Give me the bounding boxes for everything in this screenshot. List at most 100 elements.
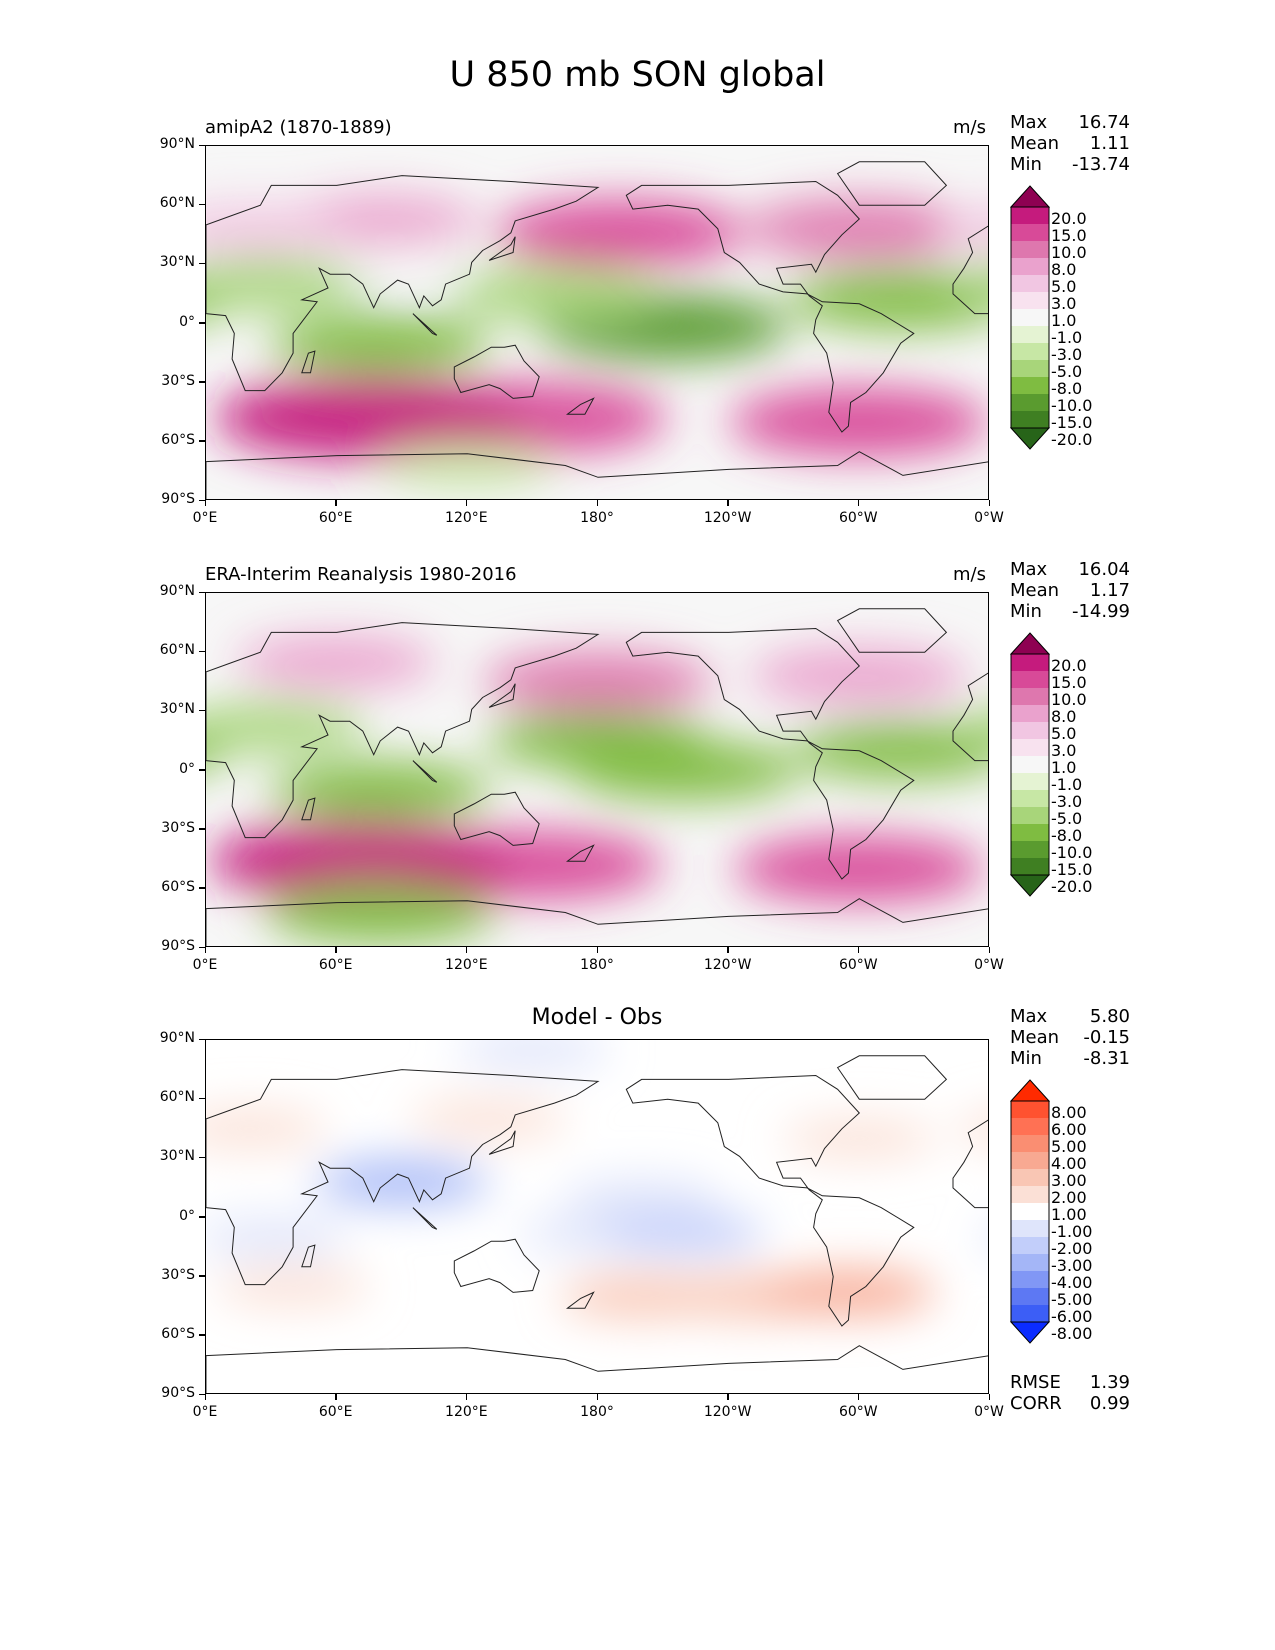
field-feature-9: [605, 1212, 766, 1255]
colorbar-segment: [1011, 377, 1049, 394]
coastline-5: [206, 898, 988, 946]
colorbar-tick-label: 1.0: [1051, 758, 1077, 777]
field-feature-2: [734, 835, 985, 903]
colorbar-segment: [1011, 841, 1049, 858]
stat-value-min: -13.74: [1071, 154, 1130, 175]
stat-label-rmse: RMSE: [1010, 1372, 1061, 1393]
y-tick-label: 90°S: [161, 1385, 195, 1401]
y-tick-mark: [199, 144, 205, 146]
colorbar-segment: [1011, 207, 1049, 224]
field-feature-3: [760, 1269, 936, 1316]
colorbar-tick-label: -3.00: [1051, 1256, 1093, 1275]
colorbar-tick-label: 1.00: [1051, 1205, 1087, 1224]
colorbar-tick-label: 10.0: [1051, 243, 1087, 262]
x-tick-label: 180°: [580, 1404, 614, 1420]
colorbar-tick-label: 3.0: [1051, 741, 1077, 760]
colorbar-segment: [1011, 1152, 1049, 1169]
x-tick-mark: [727, 500, 729, 506]
map-plot: [205, 592, 989, 947]
colorbar-tick-label: 8.00: [1051, 1103, 1087, 1122]
x-tick-mark: [465, 1394, 468, 1400]
x-tick-label: 120°E: [445, 1404, 488, 1420]
stat-label-mean: Mean: [1010, 580, 1060, 601]
colorbar-segment: [1011, 1186, 1049, 1203]
stat-label-max: Max: [1010, 559, 1048, 580]
x-tick-label: 120°E: [445, 510, 488, 526]
y-tick-label: 0°: [179, 313, 195, 330]
colorbar-tick-label: -3.0: [1051, 345, 1083, 364]
x-tick-mark: [988, 947, 990, 953]
y-tick-label: 0°: [179, 760, 195, 777]
y-tick-label: 90°S: [161, 491, 195, 507]
field-feature-wrap-12: [977, 1227, 988, 1248]
coastline-0: [206, 622, 600, 839]
field-feature-10: [564, 1177, 720, 1218]
stat-label-corr: CORR: [1010, 1393, 1062, 1414]
x-tick-mark: [335, 500, 337, 506]
colorbar-tick-label: 20.0: [1051, 656, 1087, 675]
colorbar-tick-label: 5.00: [1051, 1137, 1087, 1156]
y-tick-mark: [199, 1393, 205, 1395]
x-tick-mark: [857, 500, 860, 506]
stat-label-min: Min: [1010, 1048, 1042, 1069]
field-feature-10: [449, 266, 660, 322]
coastline-0: [206, 1069, 600, 1286]
map-svg: [206, 1040, 988, 1393]
colorbar-tick-label: 15.0: [1051, 226, 1087, 245]
colorbar-tick-label: -1.0: [1051, 328, 1083, 347]
stat-label-mean: Mean: [1010, 133, 1060, 154]
colorbar-segment: [1011, 1305, 1049, 1322]
colorbar-tick-label: 8.0: [1051, 260, 1077, 279]
colorbar-segment: [1011, 739, 1049, 756]
colorbar-segment: [1011, 671, 1049, 688]
field-feature-11: [206, 702, 367, 753]
colorbar-tick-label: 10.0: [1051, 690, 1087, 709]
colorbar-tick-label: -20.0: [1051, 877, 1093, 896]
y-tick-label: 90°S: [161, 938, 195, 954]
panel-center-title: Model - Obs: [531, 1005, 663, 1030]
colorbar-extend-max: [1010, 632, 1050, 655]
x-tick-label: 120°E: [445, 957, 488, 973]
colorbar-tick-label: 6.00: [1051, 1120, 1087, 1139]
coastline-6: [565, 397, 595, 415]
x-tick-label: 0°E: [192, 510, 218, 526]
colorbar-tick-label: 20.0: [1051, 209, 1087, 228]
colorbar-segment: [1011, 824, 1049, 841]
y-tick-mark: [199, 946, 205, 948]
colorbar-extend-min: [1010, 1321, 1050, 1344]
x-tick-label: 60°W: [838, 510, 878, 526]
field-feature-10: [265, 881, 496, 944]
x-tick-mark: [335, 947, 337, 953]
colorbar-tick-label: -15.0: [1051, 413, 1093, 432]
field-feature-6: [781, 1118, 937, 1159]
colorbar-segment: [1011, 224, 1049, 241]
stat-value-max: 16.74: [1078, 112, 1130, 133]
colorbar-tick-label: 15.0: [1051, 673, 1087, 692]
colorbar-frame: [1010, 206, 1050, 429]
colorbar-segment: [1011, 1169, 1049, 1186]
coastline-3: [453, 791, 540, 846]
field-feature-11: [206, 257, 372, 311]
coastline-7: [301, 1244, 316, 1268]
field-feature-5: [206, 1108, 328, 1149]
y-tick-mark: [199, 381, 205, 383]
field-feature-wrap-5: [955, 1112, 988, 1146]
x-tick-label: 60°W: [838, 957, 878, 973]
x-tick-label: 180°: [580, 957, 614, 973]
y-tick-label: 60°S: [161, 431, 195, 448]
colorbar-tick-label: -4.00: [1051, 1273, 1093, 1292]
colorbar-tick-label: 8.0: [1051, 707, 1077, 726]
field-feature-2: [729, 387, 988, 457]
field-feature-wrap-11: [955, 264, 988, 304]
colorbar-tick-label: -8.00: [1051, 1324, 1093, 1343]
colorbar-segment: [1011, 326, 1049, 343]
colorbar-frame: [1010, 1100, 1050, 1323]
stat-value-min: -14.99: [1071, 601, 1130, 622]
map-svg: [206, 146, 988, 499]
field-feature-3: [494, 199, 745, 267]
y-tick-mark: [199, 769, 205, 771]
y-tick-label: 30°S: [161, 819, 195, 836]
colorbar-extend-max: [1010, 1079, 1050, 1102]
colorbar-tick-label: 5.0: [1051, 724, 1077, 743]
x-tick-label: 0°E: [192, 1404, 218, 1420]
